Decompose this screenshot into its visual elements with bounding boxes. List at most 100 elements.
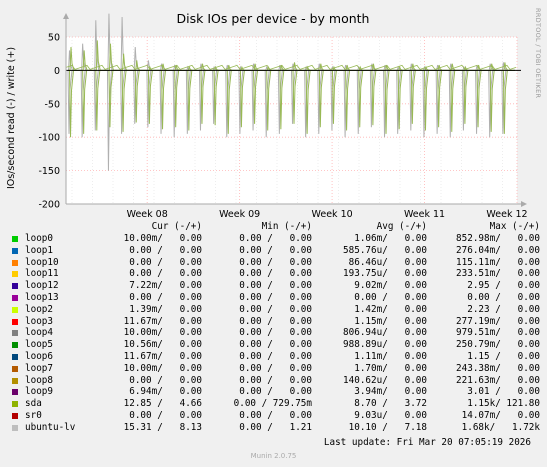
legend-min: 0.00 / 0.00 xyxy=(239,233,312,244)
legend-name: loop13 xyxy=(25,291,59,303)
legend-min: 0.00 / 0.00 xyxy=(239,327,312,339)
legend-avg: 3.94m/ 0.00 xyxy=(354,386,427,398)
legend-row-loop6: loop6 11.67m/ 0.00 0.00 / 0.00 1.11m/ 0.00 1… xyxy=(12,351,540,363)
legend-swatch xyxy=(12,424,18,431)
legend-max: 0.00 / 0.00 xyxy=(467,291,540,303)
legend-min: 0.00 / 0.00 xyxy=(239,386,312,398)
legend-row-loop0: loop0 10.00m/ 0.00 0.00 / 0.00 1.06m/ 0.00 8… xyxy=(12,233,540,245)
legend-avg: 1.70m/ 0.00 xyxy=(354,362,427,374)
legend-cur: 10.00m/ 0.00 xyxy=(123,233,202,244)
legend-max: 852.98m/ 0.00 xyxy=(456,233,540,244)
legend-cur: 0.00 / 0.00 xyxy=(129,291,202,303)
legend-avg: 1.06m/ 0.00 xyxy=(354,233,427,244)
legend-row-loop3: loop3 11.67m/ 0.00 0.00 / 0.00 1.15m/ 0.00 2… xyxy=(12,316,540,328)
legend-max: 243.38m/ 0.00 xyxy=(456,362,540,374)
x-tick-labels: Week 08 Week 09 Week 10 Week 11 Week 12 xyxy=(127,209,528,220)
legend-swatch xyxy=(12,236,18,242)
legend-min: 0.00 / 0.00 xyxy=(239,374,312,386)
legend-max: 115.11m/ 0.00 xyxy=(456,256,540,268)
legend-cur: 15.31 / 8.13 xyxy=(123,421,202,433)
x-tick-label: Week 09 xyxy=(219,209,260,220)
y-tick-label: 0 xyxy=(54,66,60,77)
y-tick-label: -150 xyxy=(38,166,60,177)
legend-cur: 0.00 / 0.00 xyxy=(129,268,202,280)
legend-row-loop8: loop8 0.00 / 0.00 0.00 / 0.00 140.62u/ 0.00… xyxy=(12,375,540,387)
legend-min: 0.00 / 0.00 xyxy=(239,244,312,256)
legend-min: 0.00 / 0.00 xyxy=(239,362,312,374)
legend-cur: 12.85 / 4.66 xyxy=(123,398,202,410)
legend-max: 1.15 / 0.00 xyxy=(467,350,540,362)
header-min: Min (-/+) xyxy=(261,221,312,232)
y-tick-label: -50 xyxy=(44,99,60,110)
legend-max: 14.07m/ 0.00 xyxy=(461,409,540,421)
x-tick-label: Week 10 xyxy=(312,209,353,220)
y-axis-arrow xyxy=(63,13,69,19)
legend-avg: 1.11m/ 0.00 xyxy=(354,350,427,362)
legend-swatch xyxy=(12,389,18,396)
legend-name: loop1 xyxy=(25,244,53,256)
disk-io-chart: Disk IOs per device - by month IOs/secon… xyxy=(6,8,542,220)
legend-name: loop5 xyxy=(25,339,53,351)
legend-cur: 0.00 / 0.00 xyxy=(129,256,202,268)
legend-name: sda xyxy=(25,398,42,410)
legend-row-loop9: loop9 6.94m/ 0.00 0.00 / 0.00 3.94m/ 0.00 3.… xyxy=(12,386,540,398)
legend-row-sr0: sr0 0.00 / 0.00 0.00 / 0.00 9.03u/ 0.00 14.0… xyxy=(12,410,540,422)
legend-name: loop6 xyxy=(25,350,53,362)
legend-max: 250.79m/ 0.00 xyxy=(456,339,540,351)
legend-min: 0.00 / 1.21 xyxy=(239,421,312,433)
legend-row-loop4: loop4 10.00m/ 0.00 0.00 / 0.00 806.94u/ 0.0… xyxy=(12,327,540,339)
munin-footer: Munin 2.0.75 xyxy=(250,452,297,460)
legend-cur: 0.00 / 0.00 xyxy=(129,374,202,386)
legend-table: Cur (-/+) Min (-/+) Avg (-/+) Max (-/+) … xyxy=(12,221,540,434)
legend-swatch xyxy=(12,247,18,254)
axes xyxy=(63,13,527,207)
legend-max: 3.01 / 0.00 xyxy=(467,386,540,398)
y-tick-label: 50 xyxy=(48,33,60,44)
legend-name: loop2 xyxy=(25,303,53,315)
legend-min: 0.00 / 0.00 xyxy=(239,409,312,421)
legend-avg: 86.46u/ 0.00 xyxy=(348,256,427,268)
legend-swatch xyxy=(12,377,18,384)
x-axis-arrow xyxy=(521,201,527,207)
legend-swatch xyxy=(12,342,18,349)
legend-name: loop0 xyxy=(25,233,53,244)
legend-avg: 140.62u/ 0.00 xyxy=(343,374,427,386)
legend-name: loop3 xyxy=(25,315,53,327)
x-tick-label: Week 08 xyxy=(127,209,168,220)
y-tick-labels: 50 0 -50 -100 -150 -200 xyxy=(38,33,60,211)
legend-name: loop12 xyxy=(25,280,59,292)
legend-cur: 10.00m/ 0.00 xyxy=(123,327,202,339)
last-update: Last update: Fri Mar 20 07:05:19 2026 xyxy=(323,437,531,448)
legend-max: 276.04m/ 0.00 xyxy=(456,244,540,256)
legend-avg: 585.76u/ 0.00 xyxy=(343,244,427,256)
header-max: Max (-/+) xyxy=(489,221,540,232)
legend-max: 233.51m/ 0.00 xyxy=(456,268,540,280)
legend-swatch xyxy=(12,294,18,301)
legend-row-loop2: loop2 1.39m/ 0.00 0.00 / 0.00 1.42m/ 0.00 2.… xyxy=(12,304,540,316)
legend-name: ubuntu-lv xyxy=(25,421,76,433)
legend-name: loop10 xyxy=(25,256,59,268)
legend-name: loop8 xyxy=(25,374,53,386)
legend-avg: 9.02m/ 0.00 xyxy=(354,280,427,292)
legend-swatch xyxy=(12,271,18,278)
legend-max: 1.68k/ 1.72k xyxy=(461,421,540,433)
legend-avg: 193.75u/ 0.00 xyxy=(343,268,427,280)
legend-avg: 0.00 / 0.00 xyxy=(354,291,427,303)
legend-swatch xyxy=(12,318,18,325)
legend-name: loop11 xyxy=(25,268,59,280)
legend-row-loop12: loop12 7.22m/ 0.00 0.00 / 0.00 9.02m/ 0.00 2… xyxy=(12,280,540,292)
x-tick-label: Week 11 xyxy=(404,209,445,220)
grid-lines xyxy=(66,36,518,205)
legend-max: 221.63m/ 0.00 xyxy=(456,374,540,386)
legend-swatch xyxy=(12,283,18,290)
legend-swatch xyxy=(12,353,18,360)
legend-max: 2.23 / 0.00 xyxy=(467,303,540,315)
legend-row-loop7: loop7 10.00m/ 0.00 0.00 / 0.00 1.70m/ 0.00 2… xyxy=(12,363,540,375)
legend-swatch xyxy=(12,259,18,266)
legend-cur: 10.00m/ 0.00 xyxy=(123,362,202,374)
legend-min: 0.00 / 0.00 xyxy=(239,339,312,351)
legend-avg: 1.15m/ 0.00 xyxy=(354,315,427,327)
legend-avg: 806.94u/ 0.00 xyxy=(343,327,427,339)
legend-cur: 11.67m/ 0.00 xyxy=(123,350,202,362)
header-avg: Avg (-/+) xyxy=(376,221,427,232)
